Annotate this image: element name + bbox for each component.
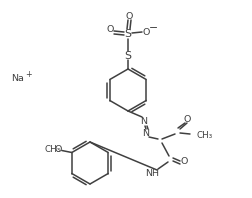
Text: N: N [142,129,149,137]
Text: O: O [125,11,132,21]
Text: CH₃: CH₃ [196,131,212,141]
Text: O: O [183,114,190,124]
Text: N: N [140,116,147,126]
Text: O: O [54,145,61,154]
Text: O: O [106,25,113,33]
Text: −: − [148,23,157,33]
Text: Na: Na [12,73,24,83]
Text: S: S [124,51,131,61]
Text: CH₃: CH₃ [45,145,61,154]
Text: NH: NH [144,168,158,177]
Text: +: + [25,69,31,78]
Text: O: O [180,157,187,167]
Text: O: O [142,28,149,36]
Text: S: S [124,29,131,39]
